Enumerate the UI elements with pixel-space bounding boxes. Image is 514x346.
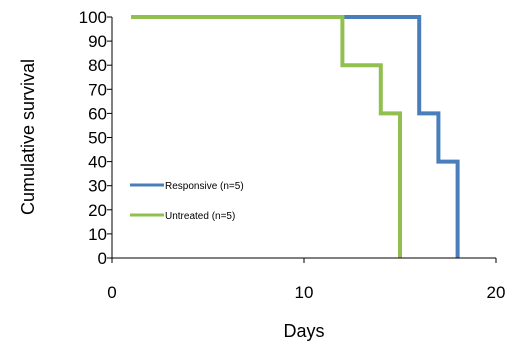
- y-tick-label: 80: [88, 56, 107, 75]
- y-tick-label: 40: [88, 153, 107, 172]
- x-tick-label: 10: [295, 283, 314, 302]
- y-tick-label: 0: [98, 249, 107, 268]
- y-axis-title: Cumulative survival: [18, 59, 38, 215]
- y-tick-label: 60: [88, 104, 107, 123]
- y-tick-label: 90: [88, 32, 107, 51]
- y-tick-label: 10: [88, 225, 107, 244]
- series-lines: [131, 15, 460, 258]
- y-tick-labels: 0 10 20 30 40 50 60 70 80 90 100: [79, 8, 107, 268]
- y-tick-label: 70: [88, 80, 107, 99]
- y-tick-label: 30: [88, 177, 107, 196]
- y-tick-label: 20: [88, 201, 107, 220]
- legend-label: Untreated (n=5): [165, 211, 235, 222]
- y-tick-label: 50: [88, 129, 107, 148]
- series-line-0: [131, 15, 460, 258]
- legend-label: Responsive (n=5): [165, 181, 244, 192]
- x-tick-labels: 0 10 20: [107, 283, 505, 302]
- y-tick-label: 100: [79, 8, 107, 27]
- axes: [107, 16, 497, 263]
- x-tick-label: 0: [107, 283, 116, 302]
- x-tick-label: 20: [487, 283, 506, 302]
- legend: Responsive (n=5) Untreated (n=5): [130, 181, 244, 222]
- series-line-1: [131, 15, 402, 258]
- x-axis-title: Days: [283, 321, 324, 341]
